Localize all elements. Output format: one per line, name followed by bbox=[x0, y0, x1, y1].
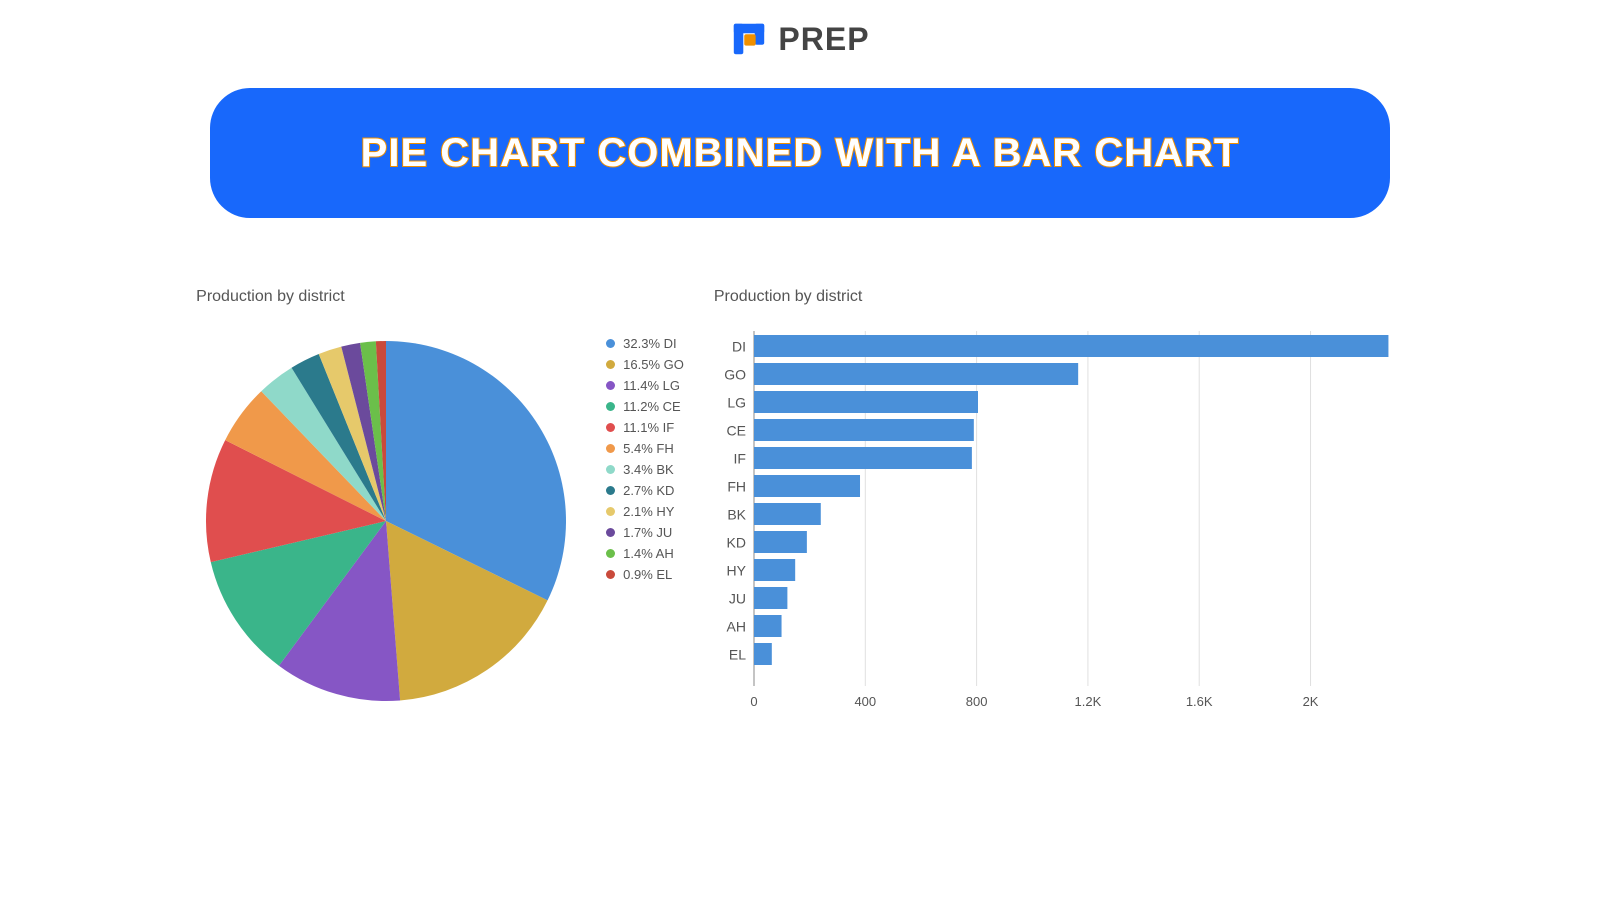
legend-item-if: 11.1% IF bbox=[606, 420, 684, 435]
legend-dot-icon bbox=[606, 507, 615, 516]
title-banner: PIE CHART COMBINED WITH A BAR CHART bbox=[210, 88, 1390, 218]
legend-label: 0.9% EL bbox=[623, 567, 672, 582]
bar-el bbox=[754, 643, 772, 665]
legend-dot-icon bbox=[606, 381, 615, 390]
x-tick-label: 1.2K bbox=[1074, 694, 1101, 709]
bar-category-label-hy: HY bbox=[726, 563, 746, 579]
charts-row: Production by district 32.3% DI 16.5% GO 1… bbox=[0, 288, 1600, 721]
bar-if bbox=[754, 447, 972, 469]
legend-label: 2.7% KD bbox=[623, 483, 674, 498]
x-tick-label: 2K bbox=[1302, 694, 1318, 709]
legend-item-fh: 5.4% FH bbox=[606, 441, 684, 456]
bar-ce bbox=[754, 419, 974, 441]
legend-dot-icon bbox=[606, 339, 615, 348]
legend-label: 11.2% CE bbox=[623, 399, 681, 414]
bar-category-label-ce: CE bbox=[726, 423, 745, 439]
logo-row: PREP bbox=[0, 0, 1600, 68]
legend-label: 1.7% JU bbox=[623, 525, 672, 540]
legend-item-bk: 3.4% BK bbox=[606, 462, 684, 477]
bar-category-label-bk: BK bbox=[727, 507, 746, 523]
legend-label: 32.3% DI bbox=[623, 336, 676, 351]
pie-chart-svg bbox=[196, 326, 576, 706]
legend-dot-icon bbox=[606, 360, 615, 369]
bar-ju bbox=[754, 587, 787, 609]
legend-item-ce: 11.2% CE bbox=[606, 399, 684, 414]
bar-kd bbox=[754, 531, 807, 553]
legend-dot-icon bbox=[606, 486, 615, 495]
bar-lg bbox=[754, 391, 978, 413]
bar-bk bbox=[754, 503, 821, 525]
legend-label: 5.4% FH bbox=[623, 441, 674, 456]
pie-chart-wrap: 32.3% DI 16.5% GO 11.4% LG 11.2% CE 11.1% IF… bbox=[196, 326, 684, 706]
bar-chart-panel: Production by district 0 400 800 1.2K 1.6K 2K… bbox=[714, 288, 1404, 721]
x-tick-label: 400 bbox=[854, 694, 876, 709]
legend-label: 11.4% LG bbox=[623, 378, 680, 393]
bar-category-label-go: GO bbox=[724, 367, 746, 383]
legend-item-ah: 1.4% AH bbox=[606, 546, 684, 561]
x-tick-label: 0 bbox=[750, 694, 757, 709]
bar-fh bbox=[754, 475, 860, 497]
legend-item-lg: 11.4% LG bbox=[606, 378, 684, 393]
banner-title: PIE CHART COMBINED WITH A BAR CHART bbox=[361, 131, 1240, 176]
legend-item-kd: 2.7% KD bbox=[606, 483, 684, 498]
bar-chart-title: Production by district bbox=[714, 288, 1404, 306]
x-tick-label: 800 bbox=[966, 694, 988, 709]
bar-category-label-el: EL bbox=[729, 647, 746, 663]
legend-item-di: 32.3% DI bbox=[606, 336, 684, 351]
legend-dot-icon bbox=[606, 549, 615, 558]
legend-dot-icon bbox=[606, 423, 615, 432]
legend-label: 1.4% AH bbox=[623, 546, 674, 561]
bar-category-label-ju: JU bbox=[729, 591, 746, 607]
bar-ah bbox=[754, 615, 782, 637]
pie-chart-title: Production by district bbox=[196, 288, 684, 306]
bar-category-label-fh: FH bbox=[727, 479, 746, 495]
bar-di bbox=[754, 335, 1388, 357]
legend-label: 3.4% BK bbox=[623, 462, 674, 477]
bar-chart-svg: 0 400 800 1.2K 1.6K 2K DI GO LG CE IF FH BK KD HY JU AH E… bbox=[714, 326, 1404, 716]
bar-category-label-if: IF bbox=[733, 451, 745, 467]
bar-category-label-ah: AH bbox=[726, 619, 745, 635]
legend-dot-icon bbox=[606, 528, 615, 537]
legend-item-ju: 1.7% JU bbox=[606, 525, 684, 540]
bar-category-label-lg: LG bbox=[727, 395, 746, 411]
legend-label: 16.5% GO bbox=[623, 357, 684, 372]
legend-item-el: 0.9% EL bbox=[606, 567, 684, 582]
logo-text: PREP bbox=[778, 21, 869, 58]
pie-legend: 32.3% DI 16.5% GO 11.4% LG 11.2% CE 11.1% IF… bbox=[606, 336, 684, 582]
legend-dot-icon bbox=[606, 570, 615, 579]
legend-dot-icon bbox=[606, 402, 615, 411]
bar-hy bbox=[754, 559, 795, 581]
bar-category-label-kd: KD bbox=[726, 535, 745, 551]
legend-dot-icon bbox=[606, 444, 615, 453]
legend-label: 11.1% IF bbox=[623, 420, 674, 435]
bar-category-label-di: DI bbox=[732, 339, 746, 355]
legend-item-hy: 2.1% HY bbox=[606, 504, 684, 519]
legend-dot-icon bbox=[606, 465, 615, 474]
legend-label: 2.1% HY bbox=[623, 504, 674, 519]
prep-logo-icon bbox=[730, 20, 768, 58]
legend-item-go: 16.5% GO bbox=[606, 357, 684, 372]
x-tick-label: 1.6K bbox=[1186, 694, 1213, 709]
pie-chart-panel: Production by district 32.3% DI 16.5% GO 1… bbox=[196, 288, 684, 721]
bar-go bbox=[754, 363, 1078, 385]
